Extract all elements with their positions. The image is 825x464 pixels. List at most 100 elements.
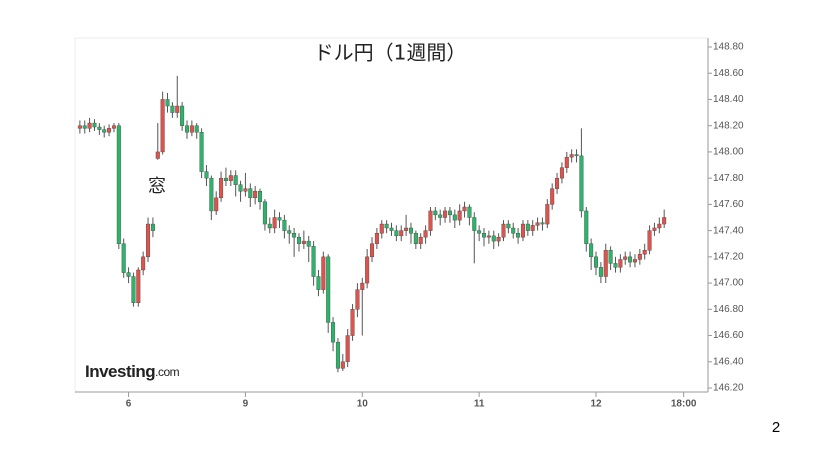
x-tick-label: 10 — [357, 399, 369, 410]
candle-body — [603, 250, 608, 277]
candle-body — [180, 105, 185, 126]
candle-body — [131, 276, 136, 303]
candle-body — [316, 276, 321, 290]
candle-body — [608, 250, 613, 264]
chart-title: ドル円（1週間） — [314, 41, 467, 65]
candle-body — [530, 225, 535, 231]
candle-body — [77, 125, 82, 129]
y-tick-label: 146.80 — [713, 304, 744, 315]
candle-body — [589, 243, 594, 258]
candle-body — [97, 126, 102, 130]
candle-body — [472, 217, 477, 231]
candle-body — [214, 197, 219, 212]
candle-body — [87, 122, 92, 129]
x-tick-label: 11 — [474, 399, 485, 410]
candle-body — [228, 175, 233, 181]
candle-body — [116, 125, 121, 244]
candle-body — [277, 217, 282, 221]
candle-body — [199, 132, 204, 172]
annotation: 窓 — [148, 176, 166, 197]
candle-body — [292, 233, 297, 238]
candle-body — [321, 256, 326, 290]
candle-body — [223, 177, 228, 181]
y-tick-label: 147.00 — [713, 278, 744, 289]
candle-body — [584, 210, 589, 244]
candle-body — [647, 230, 652, 251]
candle-body — [433, 210, 438, 216]
candle-body — [92, 122, 97, 128]
candle-body — [238, 184, 243, 192]
watermark-suffix: .com — [155, 365, 180, 379]
y-tick-label: 148.60 — [713, 68, 744, 79]
candle-body — [579, 155, 584, 212]
candle-body — [559, 167, 564, 179]
candle-body — [550, 188, 555, 205]
candle-body — [326, 256, 331, 323]
candle-body — [331, 322, 336, 343]
candle-body — [652, 227, 657, 231]
candle-body — [219, 177, 224, 199]
candle-body — [598, 267, 603, 277]
candle-body — [657, 223, 662, 229]
candle-body — [525, 223, 530, 231]
candle-body — [141, 256, 146, 271]
candle-body — [457, 210, 462, 221]
y-tick-label: 147.40 — [713, 225, 744, 236]
candle-body — [102, 129, 107, 133]
y-tick-label: 147.80 — [713, 173, 744, 184]
candle-body — [379, 223, 384, 234]
candle-body — [301, 240, 306, 244]
candle-body — [594, 256, 599, 268]
candle-body — [501, 223, 506, 238]
y-tick-label: 148.80 — [713, 42, 744, 53]
candle-body — [204, 171, 209, 179]
candle-body — [335, 341, 340, 369]
y-tick-label: 146.60 — [713, 330, 744, 341]
candle-body — [160, 99, 165, 153]
candle-body — [408, 227, 413, 234]
candle-body — [253, 191, 258, 199]
x-tick-label: 9 — [243, 399, 249, 410]
candle-body — [447, 210, 452, 216]
candle-body — [374, 233, 379, 244]
candle-body — [194, 125, 199, 133]
candle-body — [306, 240, 311, 247]
x-tick-label: 12 — [590, 399, 602, 410]
candle-body — [121, 243, 126, 273]
chart-frame — [74, 37, 709, 393]
candle-body — [574, 154, 579, 157]
watermark-brand: Investing — [85, 362, 155, 381]
candle-body — [296, 236, 301, 244]
candle-body — [209, 177, 214, 212]
candle-body — [389, 227, 394, 231]
candle-body — [355, 289, 360, 310]
y-tick-label: 148.00 — [713, 147, 744, 158]
candle-body — [418, 236, 423, 244]
candle-body — [262, 201, 267, 225]
x-tick-label: 6 — [126, 399, 132, 410]
candle-body — [136, 269, 141, 303]
candle-body — [637, 254, 642, 260]
candle-body — [384, 223, 389, 229]
candle-body — [545, 204, 550, 225]
candle-body — [496, 236, 501, 242]
candle-body — [345, 335, 350, 362]
candle-body — [452, 214, 457, 221]
candle-body — [170, 105, 175, 113]
candle-body — [350, 309, 355, 336]
candle-body — [404, 227, 409, 231]
candle-body — [243, 188, 248, 192]
y-tick-label: 146.20 — [713, 383, 744, 394]
candle-body — [613, 263, 618, 268]
candle-body — [126, 272, 131, 277]
candle-body — [311, 246, 316, 277]
candle-body — [155, 151, 160, 159]
candle-body — [184, 125, 189, 133]
candle-body — [535, 222, 540, 226]
page-number: 2 — [772, 419, 780, 436]
candle-body — [287, 230, 292, 234]
candle-body — [506, 223, 511, 229]
candle-body — [511, 227, 516, 234]
candle-body — [82, 125, 87, 129]
